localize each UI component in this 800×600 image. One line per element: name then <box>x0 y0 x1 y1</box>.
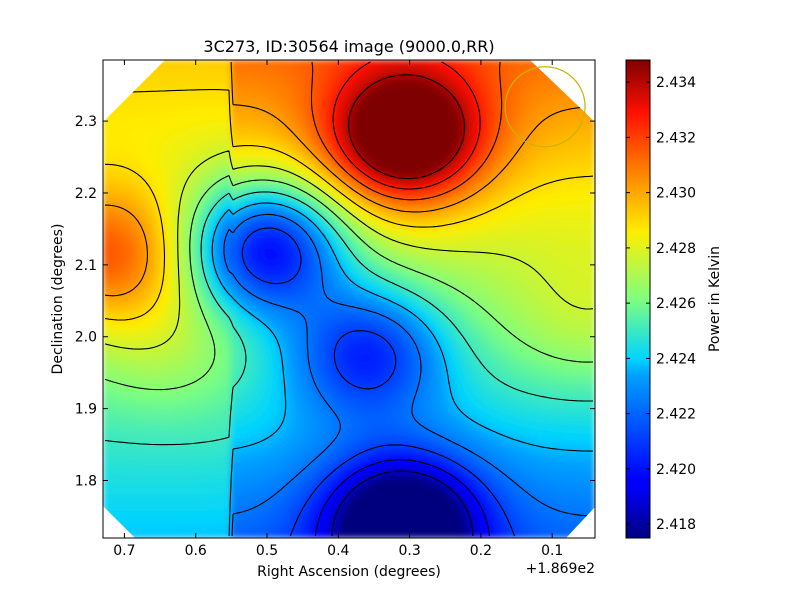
y-tick-label: 2.0 <box>75 330 97 346</box>
plot-area: 0.7 0.6 0.5 0.4 0.3 0.2 0.1 1.8 1.9 2.0 2.1 2.2 2.3 <box>75 59 596 559</box>
x-tick-label: 0.2 <box>470 543 492 559</box>
colorbar-tick-label: 2.426 <box>656 296 696 312</box>
x-tick-label: 0.1 <box>541 543 563 559</box>
contour-line <box>104 150 594 350</box>
y-tick-label: 2.3 <box>75 114 97 130</box>
y-tick-label: 1.8 <box>75 473 97 489</box>
colorbar-tick-label: 2.424 <box>656 351 696 367</box>
y-ticks: 1.8 1.9 2.0 2.1 2.2 2.3 <box>75 114 595 489</box>
contour-line <box>211 202 593 537</box>
contour-lines <box>104 61 594 537</box>
colorbar-tick-label: 2.430 <box>656 186 696 202</box>
contour-line <box>331 470 474 537</box>
heatmap-image <box>103 60 595 538</box>
colorbar-tick-label: 2.432 <box>656 130 696 146</box>
y-tick-label: 2.1 <box>75 258 97 274</box>
x-tick-label: 0.5 <box>256 543 278 559</box>
x-tick-label: 0.7 <box>113 543 135 559</box>
colorbar-gradient <box>625 59 651 539</box>
contour-line <box>223 213 594 537</box>
x-axis-label: Right Ascension (degrees) <box>257 564 441 580</box>
colorbar-tick-label: 2.420 <box>656 462 696 478</box>
colorbar-tick-label: 2.418 <box>656 517 696 533</box>
contour-line <box>104 175 594 391</box>
colorbar-label: Power in Kelvin <box>707 246 723 352</box>
x-tick-label: 0.6 <box>185 543 207 559</box>
contour-line <box>332 61 481 190</box>
x-tick-label: 0.3 <box>398 543 420 559</box>
contour-line <box>347 74 466 180</box>
chart-title: 3C273, ID:30564 image (9000.0,RR) <box>203 37 494 56</box>
colorbar-tick-label: 2.422 <box>656 407 696 423</box>
beam-circle <box>504 66 586 148</box>
contour-line <box>314 459 491 537</box>
x-tick-label: 0.4 <box>327 543 349 559</box>
contour-line <box>104 61 594 297</box>
y-tick-label: 1.9 <box>75 402 97 418</box>
contour-line <box>104 191 593 446</box>
contour-line <box>241 227 516 537</box>
y-axis-label: Declination (degrees) <box>50 224 66 375</box>
colorbar-tick-label: 2.434 <box>656 75 696 91</box>
contour-line <box>310 61 503 201</box>
x-offset-label: +1.869e2 <box>526 561 595 577</box>
x-ticks: 0.7 0.6 0.5 0.4 0.3 0.2 0.1 <box>113 60 563 559</box>
axes-frame <box>102 59 596 539</box>
contour-line <box>104 89 594 321</box>
y-tick-label: 2.2 <box>75 186 97 202</box>
colorbar-tick-label: 2.428 <box>656 241 696 257</box>
colorbar-ticks: 2.418 2.420 2.422 2.424 2.426 2.428 2.430 2.432… <box>626 75 696 533</box>
colorbar: 2.418 2.420 2.422 2.424 2.426 2.428 2.430 2.432… <box>625 59 723 539</box>
